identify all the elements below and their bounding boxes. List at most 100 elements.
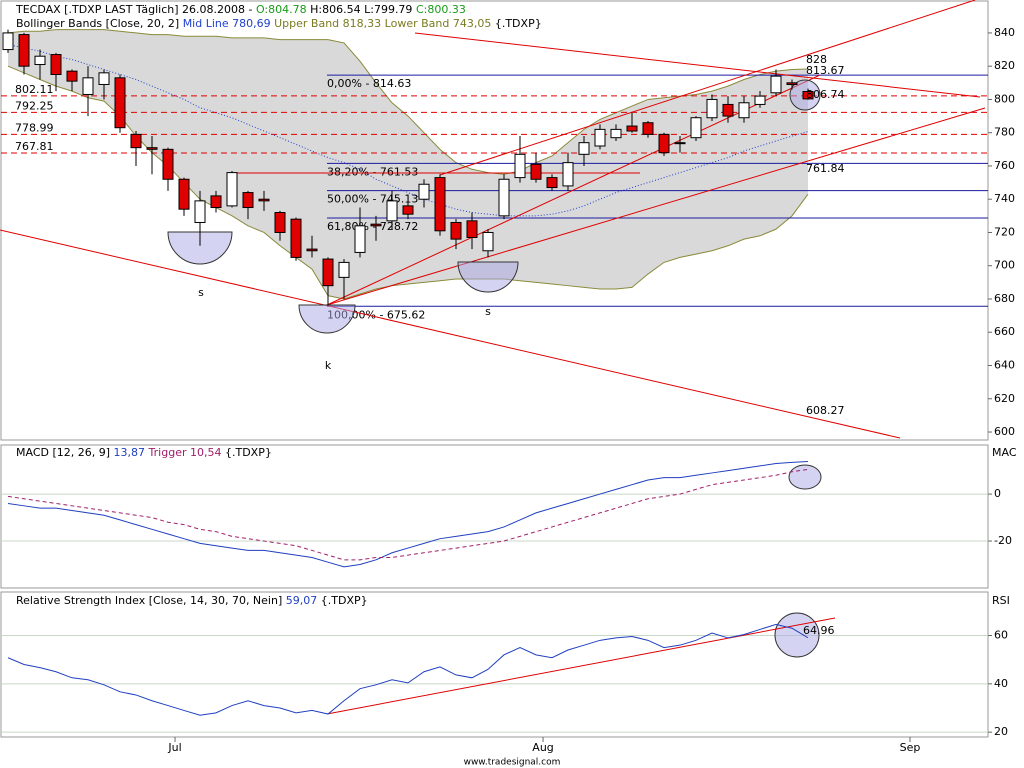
annotation: 828 [806, 53, 827, 66]
candle-body [306, 248, 318, 252]
level-label: 767.81 [15, 140, 54, 153]
fib-label: 0,00% - 814.63 [327, 77, 411, 90]
y-tick-label: 700 [994, 259, 1015, 272]
highlight [167, 231, 233, 265]
trend-line [439, 0, 976, 176]
panel-frame [0, 591, 989, 738]
series-line [7, 623, 809, 716]
candle-body [434, 177, 446, 232]
open-label: O:804.78 [256, 3, 307, 16]
highlight [774, 612, 820, 658]
candle-body [178, 178, 190, 210]
source: {.TDXP} [225, 446, 272, 459]
candle-body [658, 133, 670, 154]
marker-label: k [325, 359, 332, 372]
candle-body [370, 223, 382, 227]
lower-label: Lower Band 743,05 [385, 17, 492, 30]
highlight [788, 464, 822, 490]
annotation: 806.74 [806, 88, 845, 101]
y-tick-label: 720 [994, 225, 1015, 238]
date: 26.08.2008 - [182, 3, 252, 16]
candle-body [210, 195, 222, 209]
candle-body [482, 231, 494, 252]
x-tick-label: Jul [167, 741, 181, 754]
upper-label: Upper Band 818,33 [274, 17, 381, 30]
source: {.TDXP} [321, 594, 368, 607]
candle-body [34, 55, 46, 66]
macd-last: 13,87 [114, 446, 146, 459]
panel-frame [0, 444, 989, 589]
candle-body [802, 90, 814, 100]
candle-body [690, 117, 702, 139]
rsi-name: Relative Strength Index [Close, 14, 30, … [16, 594, 282, 607]
candle-body [498, 178, 510, 217]
chart-header: TECDAX [.TDXP LAST Täglich] 26.08.2008 -… [15, 3, 466, 16]
y-tick-label: 60 [994, 629, 1008, 642]
high-label: H:806.54 [310, 3, 360, 16]
candle-body [82, 77, 94, 95]
candle-body [50, 54, 62, 75]
band-upper [7, 29, 809, 175]
candle-body [402, 205, 414, 215]
y-tick-label: 660 [994, 325, 1015, 338]
candle-body [66, 70, 78, 82]
candle-body [674, 142, 686, 145]
source: {.TDXP} [495, 17, 542, 30]
band-fill [8, 29, 808, 299]
candle-body [226, 172, 238, 207]
marker-label: s [198, 286, 204, 299]
candle-body [610, 128, 622, 139]
footer: www.tradesignal.com [464, 758, 561, 768]
candle-body [98, 72, 110, 85]
marker-label: s [485, 305, 491, 318]
candle-body [418, 183, 430, 200]
candle-body [18, 34, 30, 67]
candle-body [514, 153, 526, 179]
level-label: 792.25 [15, 99, 54, 112]
x-tick-label: Sep [900, 741, 921, 754]
annotation: 608.27 [806, 404, 845, 417]
candle-body [754, 95, 766, 105]
y-tick-label: 600 [994, 425, 1015, 438]
fib-label: 61,80% - 728.72 [327, 220, 418, 233]
band-mid [7, 44, 809, 217]
candle-body [642, 122, 654, 135]
candle-body [594, 128, 606, 147]
fib-label: 50,00% - 745.13 [327, 193, 418, 206]
candle-body [162, 148, 174, 180]
candle-body [290, 218, 302, 258]
y-tick-label: 680 [994, 292, 1015, 305]
y-tick-label: 800 [994, 92, 1015, 105]
title: TECDAX [.TDXP LAST Täglich] [15, 3, 179, 16]
candle-body [338, 261, 350, 278]
indicator-name: Bollinger Bands [Close, 20, 2] [16, 17, 179, 30]
low-label: L:799.79 [364, 3, 412, 16]
trend-line [326, 617, 836, 715]
indicator-header: Bollinger Bands [Close, 20, 2] Mid Line … [16, 17, 542, 30]
candle-body [386, 200, 398, 222]
highlight [457, 261, 519, 293]
candle-body [242, 192, 254, 209]
y-tick-label: 20 [994, 725, 1008, 738]
candle-body [706, 98, 718, 119]
y-tick-label: 640 [994, 359, 1015, 372]
candle-body [2, 32, 14, 51]
series-line [7, 468, 809, 561]
trend-line [326, 107, 986, 306]
candle-body [114, 77, 126, 129]
candle-body [786, 82, 798, 85]
annotation: 813.67 [806, 64, 845, 77]
level-label: 778.99 [15, 121, 54, 134]
candle-body [130, 133, 142, 149]
close-label: C:800.33 [416, 3, 466, 16]
trend-line [414, 32, 981, 98]
candle-body [738, 102, 750, 119]
y-tick-label: 40 [994, 677, 1008, 690]
candle-body [194, 200, 206, 223]
rsi-header: Relative Strength Index [Close, 14, 30, … [16, 594, 368, 607]
candle-body [274, 212, 286, 233]
candle-body [530, 163, 542, 180]
candle-body [770, 75, 782, 94]
rsi-last: 59,07 [286, 594, 318, 607]
